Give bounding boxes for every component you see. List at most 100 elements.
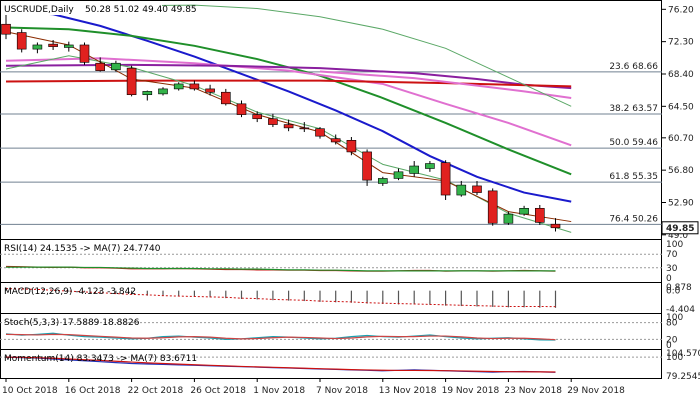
price-tick-label: 64.50 xyxy=(668,102,694,112)
bearish-candle xyxy=(236,103,247,115)
rsi-title: RSI(14) 24.1535 -> MA(7) 24.7740 xyxy=(4,244,161,254)
momentum-tick-label: 100 xyxy=(666,353,683,363)
bullish-candle xyxy=(111,62,121,71)
rsi-tick-label: 100 xyxy=(666,240,683,250)
bearish-candle xyxy=(95,62,105,71)
last-price-label: 49.85 xyxy=(666,224,694,234)
momentum-title: Momentum(14) 83.3473 -> MA(7) 83.6711 xyxy=(4,354,197,364)
price-tick-label: 72.30 xyxy=(668,38,694,48)
moving-average-line xyxy=(5,57,572,147)
moving-average-line xyxy=(5,9,572,203)
bullish-candle xyxy=(519,207,529,215)
momentum-panel xyxy=(0,356,662,373)
bullish-candle xyxy=(377,178,388,184)
bearish-candle xyxy=(1,23,11,35)
macd-tick-label: 0.878 xyxy=(666,283,692,293)
bullish-candle xyxy=(64,44,74,48)
bearish-candle xyxy=(48,43,58,47)
bearish-candle xyxy=(79,44,90,63)
date-axis: 10 Oct 2018 16 Oct 2018 22 Oct 2018 26 Oct … xyxy=(2,378,625,396)
bearish-candle xyxy=(221,91,231,105)
indicator-axes: 1007030010080200104.570510079.25450.8780… xyxy=(666,240,700,382)
bearish-candle xyxy=(346,140,357,153)
bearish-candle xyxy=(534,207,545,223)
date-tick-label: 7 Nov 2018 xyxy=(316,386,368,396)
date-tick-label: 16 Oct 2018 xyxy=(65,386,121,396)
fib-level-label: 50.0 59.46 xyxy=(609,138,658,148)
bearish-candle xyxy=(299,127,310,130)
momentum-line xyxy=(5,356,556,373)
price-tick-label: 76.20 xyxy=(668,5,694,15)
date-tick-label: 13 Nov 2018 xyxy=(379,386,437,396)
bullish-candle xyxy=(32,44,43,50)
ohlc-values: 50.28 51.02 49.40 49.85 xyxy=(85,5,197,15)
rsi-tick-label: 70 xyxy=(666,250,678,260)
rsi-tick-label: 0 xyxy=(666,274,672,284)
fib-level-label: 61.8 55.35 xyxy=(609,172,658,182)
bearish-candle xyxy=(205,88,215,93)
bullish-candle xyxy=(409,165,420,174)
bearish-candle xyxy=(252,114,262,120)
price-tick-label: 56.80 xyxy=(668,166,694,176)
moving-average-line xyxy=(5,26,572,176)
price-tick-label: 68.40 xyxy=(668,70,694,80)
last-price-marker: 49.85 xyxy=(661,221,699,235)
bearish-candle xyxy=(315,128,325,137)
bearish-candle xyxy=(16,32,27,50)
stoch-title: Stoch(5,3,3) 17.5889 18.8826 xyxy=(4,318,140,328)
fib-level-label: 76.4 50.26 xyxy=(609,214,658,224)
bullish-candle xyxy=(142,91,153,96)
fib-level-label: 38.2 63.57 xyxy=(609,104,658,114)
stoch-tick-label: 0 xyxy=(666,341,672,351)
momentum-tick-label: 79.2545 xyxy=(666,372,700,382)
date-tick-label: 23 Nov 2018 xyxy=(504,386,562,396)
moving-average-line xyxy=(5,55,572,233)
bullish-candle xyxy=(456,184,467,196)
symbol-title: USCRUDE,Daily xyxy=(4,5,74,15)
bullish-candle xyxy=(158,88,168,95)
bearish-candle xyxy=(472,185,482,193)
date-tick-label: 26 Oct 2018 xyxy=(190,386,246,396)
macd-tick-label: 0.0 xyxy=(666,287,681,297)
macd-title: MACD(12,26,9) -4.123 -3.842 xyxy=(4,287,136,297)
candles-group xyxy=(1,12,561,232)
moving-averages-group xyxy=(5,4,572,233)
price-tick-label: 60.70 xyxy=(668,134,694,144)
macd-panel xyxy=(5,288,557,308)
bearish-candle xyxy=(362,151,372,181)
stoch-tick-label: 80 xyxy=(666,319,678,329)
macd-tick-label: -4.404 xyxy=(666,305,695,315)
last-price-box xyxy=(661,221,699,235)
header-background xyxy=(2,2,162,15)
bearish-candle xyxy=(330,138,341,143)
stoch-tick-label: 20 xyxy=(666,335,678,345)
price-tick-label: 49.0 xyxy=(668,231,688,241)
momentum-tick-label: 104.5705 xyxy=(666,349,700,359)
bullish-candle xyxy=(173,83,184,90)
price-tick-label: 52.90 xyxy=(668,198,694,208)
moving-average-line xyxy=(5,63,572,90)
date-tick-label: 10 Oct 2018 xyxy=(2,386,58,396)
bearish-candle xyxy=(283,124,294,129)
rsi-panel xyxy=(0,253,662,272)
date-tick-label: 22 Oct 2018 xyxy=(128,386,184,396)
fib-level-label: 23.6 68.66 xyxy=(609,62,658,72)
moving-average-line xyxy=(5,79,572,88)
bearish-candle xyxy=(487,190,498,224)
bullish-candle xyxy=(503,213,514,224)
stoch-line xyxy=(5,333,556,341)
fib-labels-group: 23.6 68.66 38.2 63.57 50.0 59.46 61.8 55.35… xyxy=(609,62,658,225)
bearish-candle xyxy=(189,83,200,90)
date-tick-label: 19 Nov 2018 xyxy=(442,386,500,396)
bullish-candle xyxy=(393,171,404,179)
bearish-candle xyxy=(126,67,137,96)
bullish-candle xyxy=(425,163,435,169)
rsi-tick-label: 30 xyxy=(666,264,678,274)
moving-average-line xyxy=(319,70,572,100)
price-axis: 76.20 72.30 68.40 64.50 60.70 56.80 52.90 49.0 xyxy=(662,5,694,241)
bearish-candle xyxy=(268,118,278,125)
rsi-line xyxy=(6,266,556,272)
stoch-panel xyxy=(0,322,662,341)
date-tick-label: 1 Nov 2018 xyxy=(253,386,305,396)
